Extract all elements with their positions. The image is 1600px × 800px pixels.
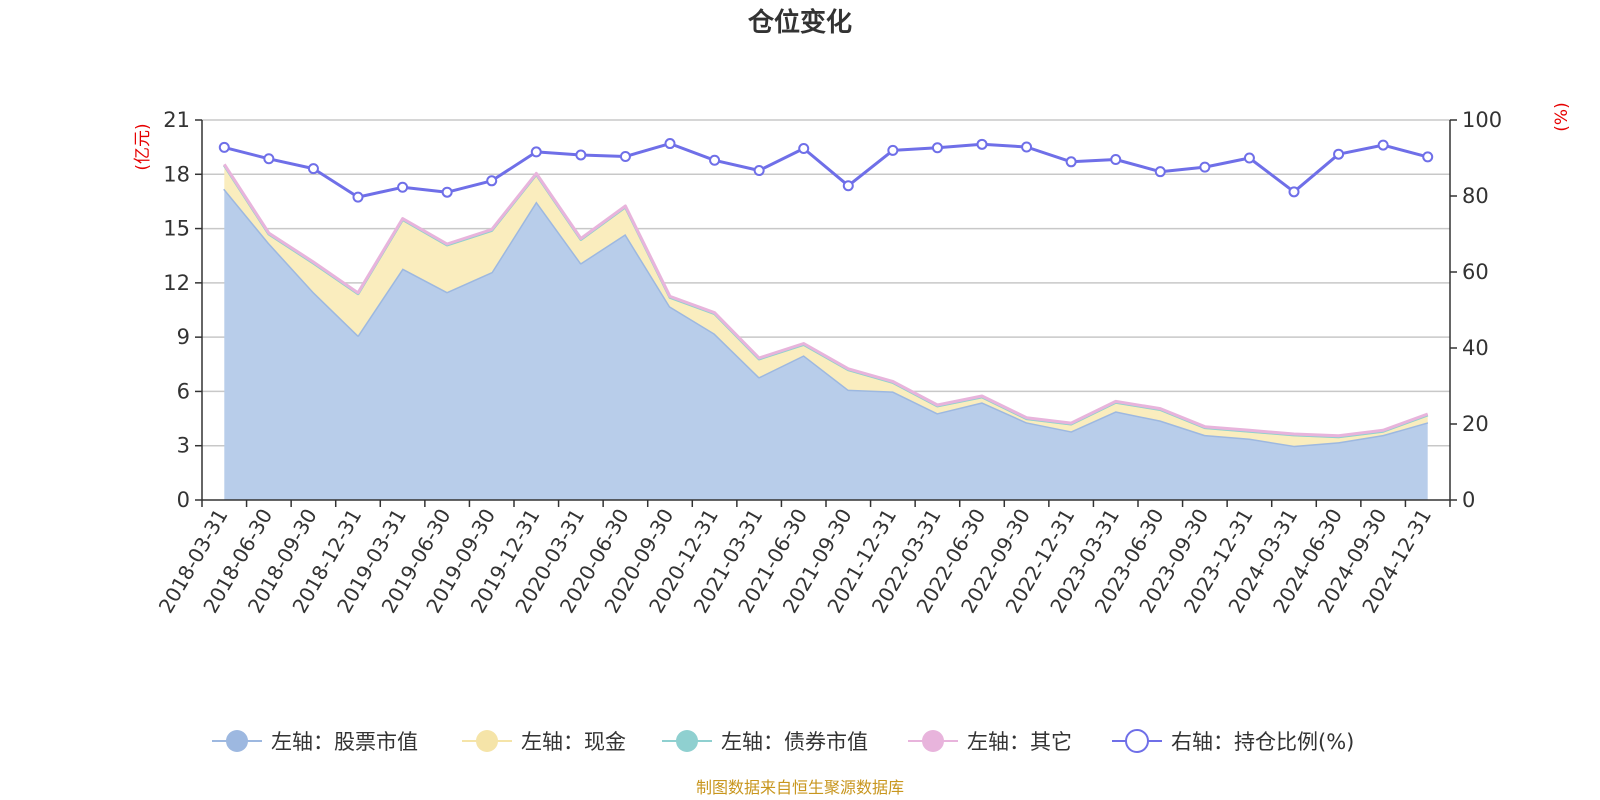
ratio-point[interactable] bbox=[575, 149, 587, 161]
ratio-point[interactable] bbox=[1422, 151, 1434, 163]
area-layer bbox=[223, 163, 1429, 501]
ratio-point[interactable] bbox=[931, 142, 943, 154]
right-tick-label: 60 bbox=[1462, 260, 1489, 284]
left-tick-label: 15 bbox=[163, 217, 190, 241]
legend-marker bbox=[476, 730, 498, 752]
right-tick-label: 20 bbox=[1462, 412, 1489, 436]
ratio-point[interactable] bbox=[887, 144, 899, 156]
line-layer bbox=[218, 138, 1434, 203]
legend-item[interactable]: 左轴：债券市值 bbox=[662, 730, 868, 754]
right-axis-unit: (%) bbox=[1552, 102, 1572, 131]
left-tick-label: 21 bbox=[163, 108, 190, 132]
ratio-point[interactable] bbox=[753, 165, 765, 177]
ratio-point[interactable] bbox=[1333, 148, 1345, 160]
ratio-point[interactable] bbox=[1065, 156, 1077, 168]
legend-item[interactable]: 左轴：其它 bbox=[908, 730, 1072, 754]
left-axis-unit: (亿元) bbox=[133, 123, 153, 170]
ratio-point[interactable] bbox=[664, 138, 676, 150]
legend-label: 左轴：现金 bbox=[521, 730, 626, 754]
ratio-point[interactable] bbox=[1288, 186, 1300, 198]
chart-title: 仓位变化 bbox=[747, 7, 852, 38]
left-tick-label: 0 bbox=[177, 488, 190, 512]
legend-marker bbox=[226, 730, 248, 752]
ratio-point[interactable] bbox=[530, 146, 542, 158]
ratio-point[interactable] bbox=[709, 154, 721, 166]
legend-item[interactable]: 左轴：股票市值 bbox=[212, 730, 418, 754]
ratio-point[interactable] bbox=[486, 175, 498, 187]
data-source-note: 制图数据来自恒生聚源数据库 bbox=[696, 778, 904, 797]
left-tick-label: 12 bbox=[163, 271, 190, 295]
ratio-point[interactable] bbox=[1377, 139, 1389, 151]
ratio-point[interactable] bbox=[263, 153, 275, 165]
ratio-point[interactable] bbox=[307, 163, 319, 175]
left-tick-label: 6 bbox=[177, 379, 190, 403]
left-tick-label: 18 bbox=[163, 162, 190, 186]
legend-item[interactable]: 右轴：持仓比例(%) bbox=[1112, 729, 1354, 754]
legend-item[interactable]: 左轴：现金 bbox=[462, 730, 626, 754]
ratio-point[interactable] bbox=[1110, 154, 1122, 166]
ratio-point[interactable] bbox=[218, 141, 230, 153]
legend[interactable]: 左轴：股票市值 左轴：现金 左轴：债券市值 左轴：其它 右轴：持仓比例(%) bbox=[212, 729, 1354, 754]
ratio-point[interactable] bbox=[397, 181, 409, 193]
legend-label: 右轴：持仓比例(%) bbox=[1171, 730, 1354, 754]
left-tick-label: 9 bbox=[177, 325, 190, 349]
ratio-point[interactable] bbox=[1199, 161, 1211, 173]
legend-label: 左轴：股票市值 bbox=[271, 730, 418, 754]
ratio-point[interactable] bbox=[798, 143, 810, 154]
right-tick-label: 100 bbox=[1462, 108, 1502, 132]
ratio-point[interactable] bbox=[1021, 141, 1033, 153]
legend-label: 左轴：其它 bbox=[967, 730, 1072, 754]
ratio-point[interactable] bbox=[1243, 152, 1255, 164]
ratio-point[interactable] bbox=[1154, 166, 1166, 178]
area-左轴：股票市值 bbox=[224, 188, 1428, 501]
area-edge-左轴：其它 bbox=[223, 163, 1429, 438]
legend-marker bbox=[1125, 729, 1149, 753]
right-tick-label: 80 bbox=[1462, 184, 1489, 208]
ratio-point[interactable] bbox=[352, 191, 364, 203]
legend-label: 左轴：债券市值 bbox=[721, 730, 868, 754]
ratio-point[interactable] bbox=[619, 150, 631, 162]
legend-marker bbox=[922, 730, 944, 752]
ratio-line bbox=[223, 142, 1429, 199]
ratio-point[interactable] bbox=[441, 186, 453, 198]
legend-marker bbox=[676, 730, 698, 752]
right-tick-label: 40 bbox=[1462, 336, 1489, 360]
ratio-point[interactable] bbox=[842, 180, 854, 192]
ratio-point[interactable] bbox=[976, 138, 988, 150]
left-tick-label: 3 bbox=[177, 434, 190, 458]
right-tick-label: 0 bbox=[1462, 488, 1475, 512]
